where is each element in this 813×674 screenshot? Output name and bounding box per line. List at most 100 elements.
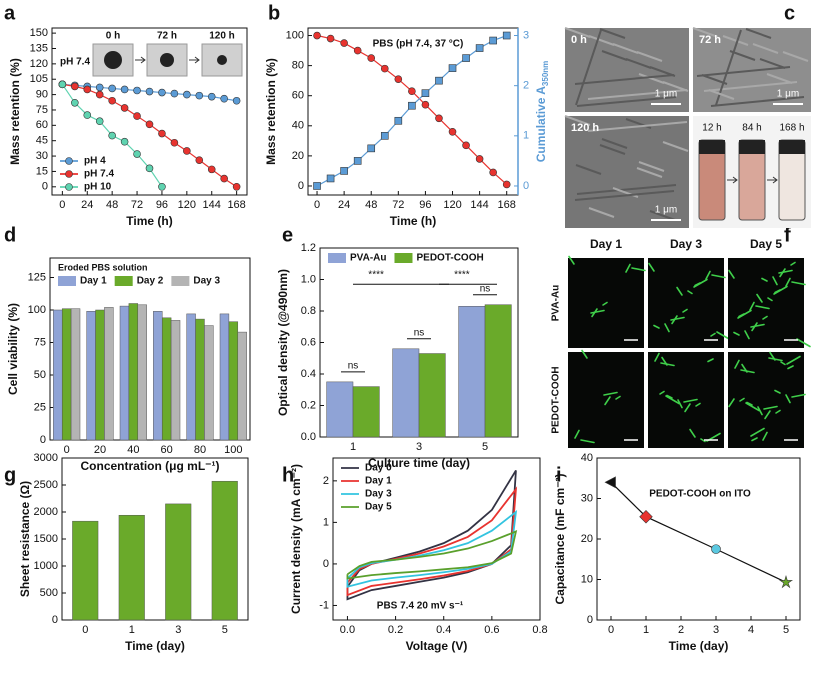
x-tick-label: 3 (175, 624, 181, 636)
marker (353, 46, 362, 55)
y-tick-label: 2500 (34, 479, 58, 491)
cell (785, 277, 791, 287)
chart: 0 500 1000 1500 2000 2500 3000 0 1 3 5 Time (day) Sh… (18, 452, 249, 653)
cell (659, 390, 665, 395)
cell (710, 332, 716, 337)
marker (145, 164, 154, 173)
marker (502, 31, 511, 40)
texture (576, 184, 677, 195)
cell (615, 395, 621, 400)
marker (145, 120, 154, 129)
cell (580, 439, 595, 444)
x-tick-label: 168 (498, 199, 516, 211)
legend-title: Eroded PBS solution (58, 262, 148, 272)
photo-label: 84 h (742, 123, 761, 134)
fluorescence-image (648, 352, 724, 448)
bar (170, 320, 181, 441)
x-tick-label: 4 (748, 624, 754, 636)
cell (749, 301, 755, 311)
legend-label: Day 1 (80, 276, 107, 287)
x-axis-label: Voltage (V) (406, 639, 468, 653)
marker (83, 111, 92, 119)
x-tick-label: 0 (608, 624, 614, 636)
y-axis-label: Mass retention (%) (264, 58, 278, 165)
scale-bar-label: 1 μm (655, 205, 677, 216)
image-label: 0 h (571, 34, 587, 46)
cell (750, 323, 765, 328)
column-label: Day 1 (590, 237, 622, 251)
legend-label: Day 3 (193, 276, 220, 287)
y-tick-label: 1.0 (301, 273, 316, 285)
vial-cap (739, 140, 765, 154)
marker (435, 76, 443, 85)
column-label: Day 3 (670, 237, 702, 251)
marker (711, 544, 721, 554)
cell (689, 428, 696, 438)
y-tick-label: 1000 (34, 560, 58, 572)
x-axis-label: Time (day) (669, 639, 729, 653)
panel-label: i (556, 464, 562, 486)
texture (710, 96, 805, 107)
annotation: 72 h (157, 31, 177, 42)
bar (70, 308, 81, 441)
marker (207, 92, 216, 101)
legend-swatch (114, 276, 133, 286)
cell (695, 402, 701, 407)
y-tick-label: 1 (323, 516, 329, 528)
panel-label: g (4, 464, 16, 486)
cell (574, 429, 580, 439)
marker (380, 132, 389, 140)
bar (72, 520, 99, 621)
bar (153, 311, 163, 441)
marker (133, 86, 141, 95)
texture (601, 50, 628, 61)
marker (462, 141, 470, 150)
cell (653, 324, 660, 329)
bar (95, 309, 105, 441)
texture (599, 28, 626, 39)
x-tick-label: 72 (131, 199, 143, 211)
marker (448, 128, 457, 136)
x-tick-label: 24 (338, 199, 350, 211)
annotation: PBS (pH 7.4, 37 °C) (373, 39, 464, 50)
texture (708, 89, 735, 100)
y-tick-label: 25 (34, 401, 46, 413)
y-axis-label: Cell viability (%) (6, 303, 20, 395)
panel-label: d (4, 224, 16, 246)
bar (418, 353, 446, 438)
texture (588, 207, 615, 218)
cell (772, 276, 778, 286)
vial-cap (699, 140, 725, 154)
texture (662, 141, 689, 152)
fluorescence-image (648, 258, 724, 348)
texture (587, 121, 688, 132)
y2-tick-label: 0 (523, 180, 529, 192)
panel-label: e (282, 224, 293, 246)
texture (715, 29, 742, 106)
chart: 0 20 40 60 80 100 0 1 2 3 0 24 48 72 96 120 144 168 Time (… (264, 27, 550, 228)
y-tick-label: 125 (28, 271, 46, 283)
cell (757, 406, 763, 416)
vial-cap (779, 140, 805, 154)
arrow (727, 176, 738, 184)
x-tick-label: 144 (470, 199, 488, 211)
y-axis-label: Current density (mA cm⁻²) (289, 464, 303, 614)
legend-marker (65, 183, 73, 191)
cell (684, 403, 691, 413)
cell (761, 277, 768, 282)
y-tick-label: 500 (40, 587, 58, 599)
legend-label: Day 5 (365, 502, 392, 513)
y-tick-label: 0.6 (301, 336, 316, 348)
plot-frame (51, 27, 248, 196)
plot-frame (596, 457, 801, 621)
y-tick-label: 0 (52, 614, 58, 626)
legend-label: pH 4 (84, 156, 106, 167)
cell (756, 293, 763, 303)
marker (475, 155, 484, 163)
y-tick-label: 2000 (34, 506, 58, 518)
cell (728, 398, 735, 408)
marker (120, 85, 129, 94)
bar (186, 313, 196, 441)
y-tick-label: 20 (292, 150, 304, 162)
panel-label: f (784, 224, 791, 246)
